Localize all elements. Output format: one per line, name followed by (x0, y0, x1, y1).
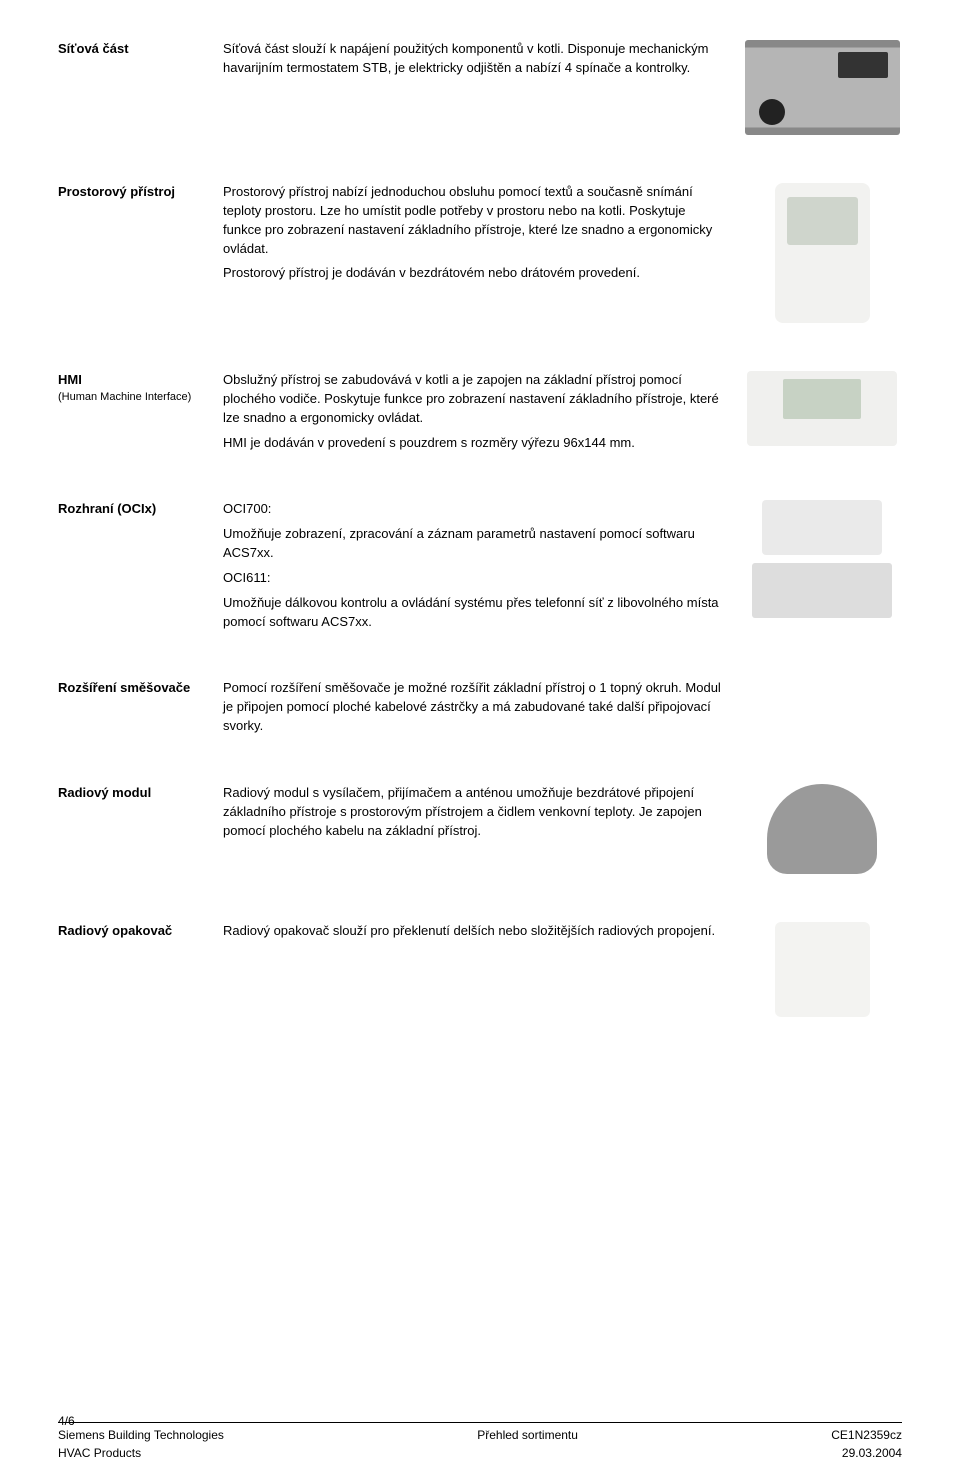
text-sitova: Síťová část slouží k napájení použitých … (223, 40, 742, 78)
text-rozsireni: Pomocí rozšíření směšovače je možné rozš… (223, 679, 742, 736)
rozhrani-oci611-body: Umožňuje dálkovou kontrolu a ovládání sy… (223, 594, 722, 632)
text-rozhrani: OCI700: Umožňuje zobrazení, zpracování a… (223, 500, 742, 631)
section-radiovy-modul: Radiový modul Radiový modul s vysílačem,… (58, 784, 902, 874)
repeater-icon (775, 922, 870, 1017)
section-radiovy-opakovac: Radiový opakovač Radiový opakovač slouží… (58, 922, 902, 1017)
image-prostorovy (742, 183, 902, 323)
footer-doc-id: CE1N2359cz (831, 1427, 902, 1444)
text-prostorovy: Prostorový přístroj nabízí jednoduchou o… (223, 183, 742, 283)
hmi-text1: Obslužný přístroj se zabudovává v kotli … (223, 371, 722, 428)
hmi-label-main: HMI (58, 371, 213, 390)
label-rozhrani: Rozhraní (OCIx) (58, 500, 223, 519)
oci700-icon (762, 500, 882, 555)
label-prostorovy: Prostorový přístroj (58, 183, 223, 202)
hmi-unit-icon (747, 371, 897, 446)
radiovy-opakovac-text: Radiový opakovač slouží pro překlenutí d… (223, 922, 722, 941)
rozhrani-oci700-head: OCI700: (223, 500, 722, 519)
label-radiovy-opakovac: Radiový opakovač (58, 922, 223, 941)
label-rozsireni: Rozšíření směšovače (58, 679, 223, 698)
label-radiovy-modul: Radiový modul (58, 784, 223, 803)
sitova-text: Síťová část slouží k napájení použitých … (223, 40, 722, 78)
section-hmi: HMI (Human Machine Interface) Obslužný p… (58, 371, 902, 452)
image-rozhrani (742, 500, 902, 618)
section-rozsireni: Rozšíření směšovače Pomocí rozšíření smě… (58, 679, 902, 736)
room-unit-icon (775, 183, 870, 323)
hmi-text2: HMI je dodáván v provedení s pouzdrem s … (223, 434, 722, 453)
image-radiovy-opakovac (742, 922, 902, 1017)
rozhrani-oci700-body: Umožňuje zobrazení, zpracování a záznam … (223, 525, 722, 563)
footer-date: 29.03.2004 (831, 1445, 902, 1462)
footer-left: Siemens Building Technologies HVAC Produ… (58, 1427, 224, 1462)
label-hmi: HMI (Human Machine Interface) (58, 371, 223, 406)
image-radiovy-modul (742, 784, 902, 874)
rozhrani-oci611-head: OCI611: (223, 569, 722, 588)
footer-company: Siemens Building Technologies (58, 1427, 224, 1444)
text-radiovy-modul: Radiový modul s vysílačem, přijímačem a … (223, 784, 742, 841)
power-unit-icon (745, 40, 900, 135)
section-rozhrani: Rozhraní (OCIx) OCI700: Umožňuje zobraze… (58, 500, 902, 631)
radiovy-modul-text: Radiový modul s vysílačem, přijímačem a … (223, 784, 722, 841)
footer-right: CE1N2359cz 29.03.2004 (831, 1427, 902, 1462)
label-sitova: Síťová část (58, 40, 223, 59)
footer-division: HVAC Products (58, 1445, 224, 1462)
footer: Siemens Building Technologies HVAC Produ… (58, 1422, 902, 1462)
prostorovy-text1: Prostorový přístroj nabízí jednoduchou o… (223, 183, 722, 258)
image-sitova (742, 40, 902, 135)
text-hmi: Obslužný přístroj se zabudovává v kotli … (223, 371, 742, 452)
image-hmi (742, 371, 902, 446)
rozsireni-text: Pomocí rozšíření směšovače je možné rozš… (223, 679, 722, 736)
radio-module-icon (767, 784, 877, 874)
section-sitova: Síťová část Síťová část slouží k napájen… (58, 40, 902, 135)
text-radiovy-opakovac: Radiový opakovač slouží pro překlenutí d… (223, 922, 742, 941)
footer-title: Přehled sortimentu (477, 1427, 578, 1444)
hmi-label-sub: (Human Machine Interface) (58, 390, 213, 406)
section-prostorovy: Prostorový přístroj Prostorový přístroj … (58, 183, 902, 323)
footer-center: Přehled sortimentu (477, 1427, 578, 1462)
oci611-icon (752, 563, 892, 618)
prostorovy-text2: Prostorový přístroj je dodáván v bezdrát… (223, 264, 722, 283)
